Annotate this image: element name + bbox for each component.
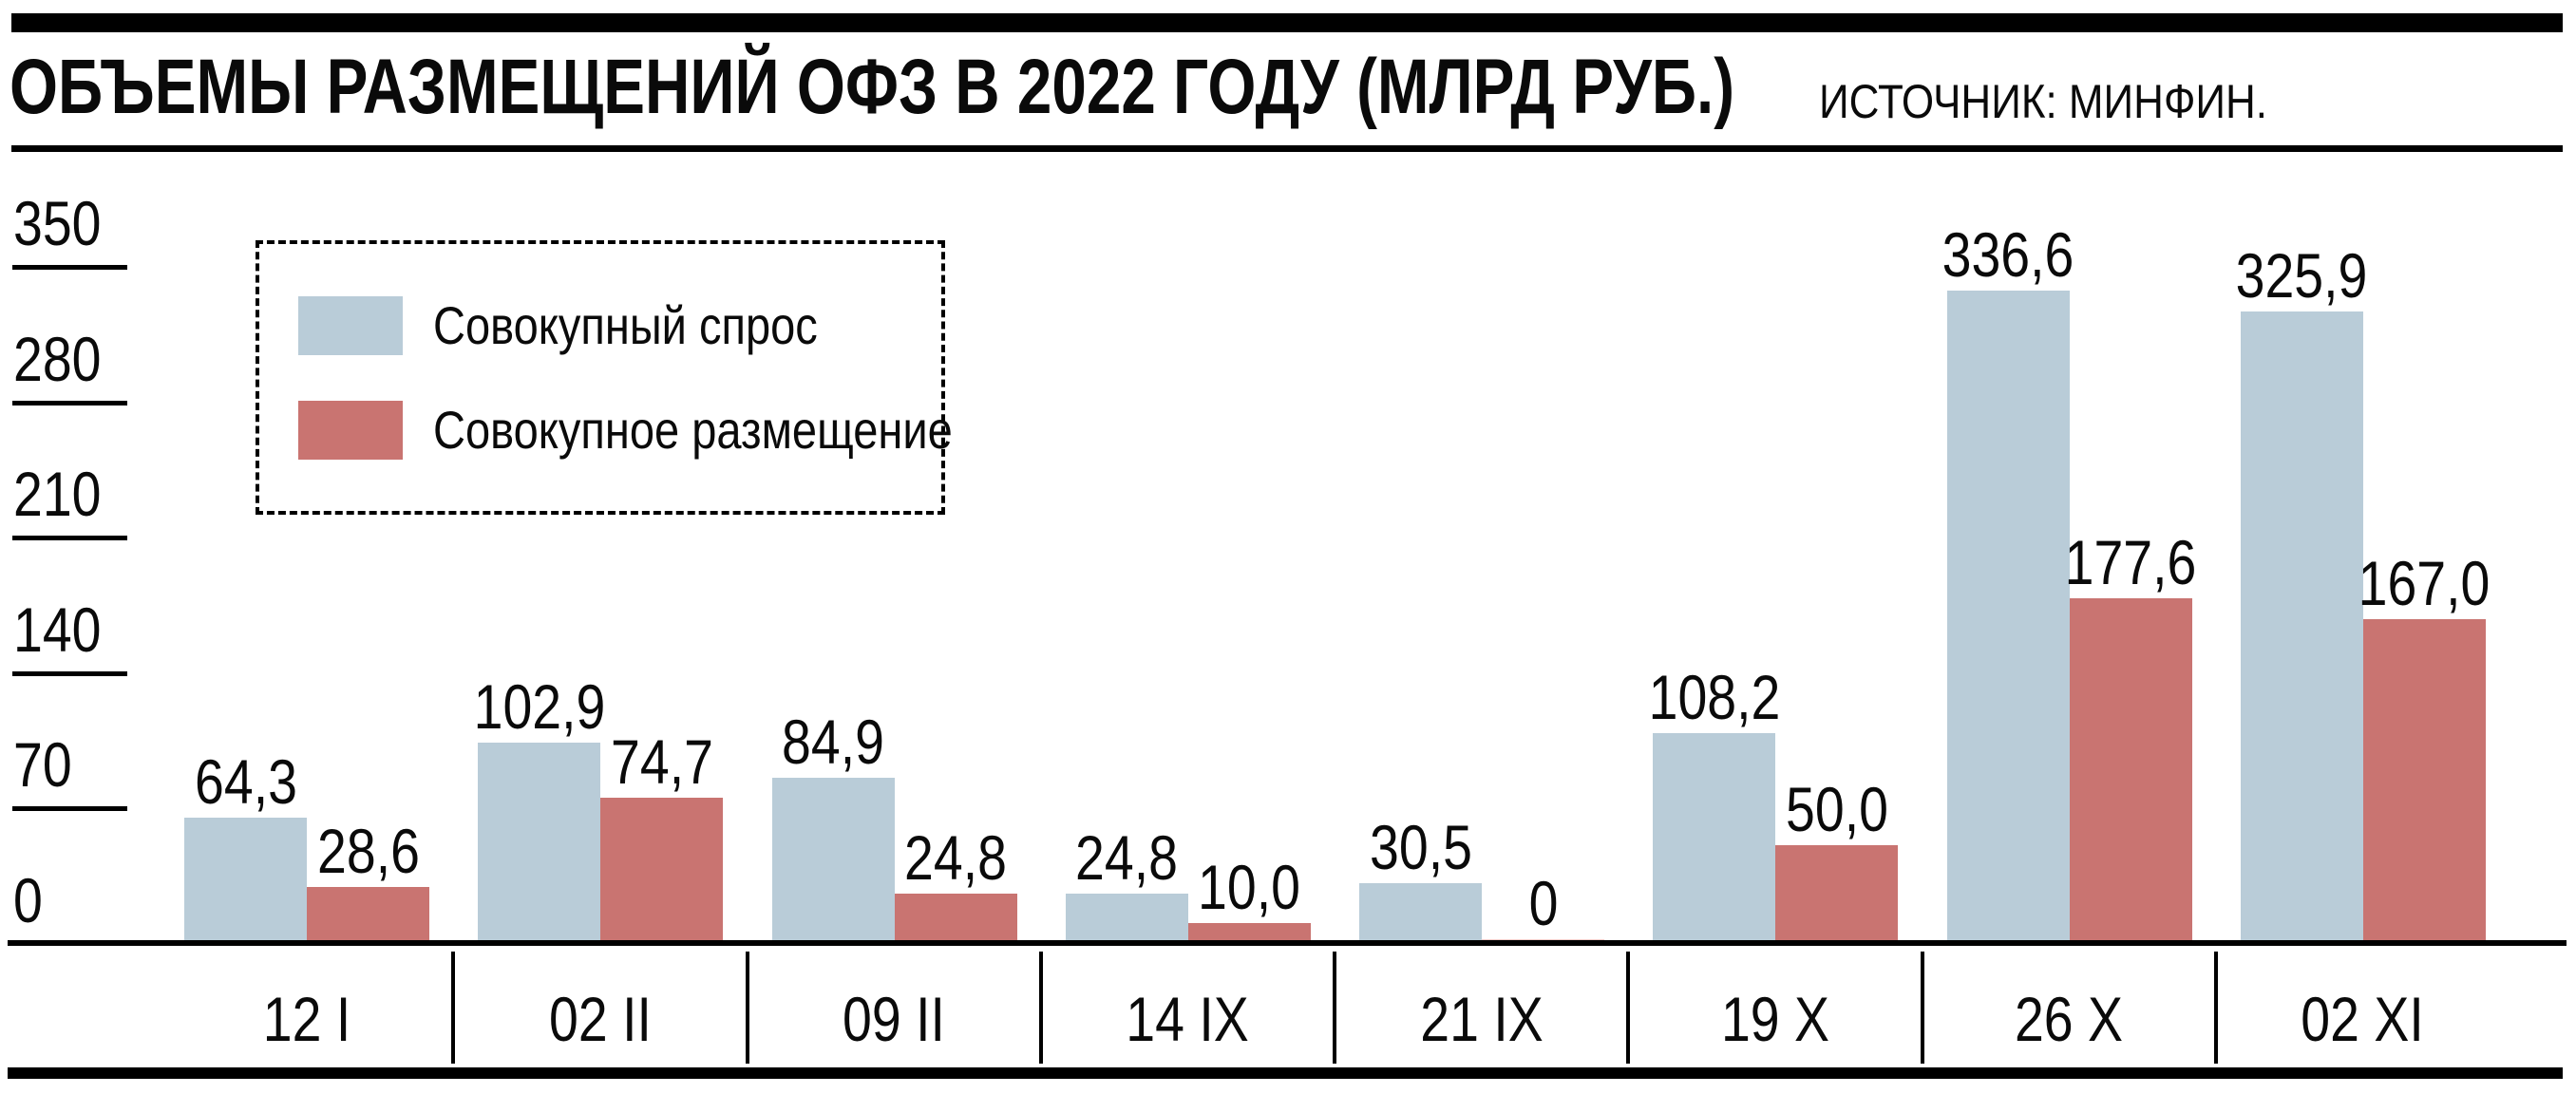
bar-placement — [600, 798, 724, 942]
bar-value-label: 336,6 — [1941, 219, 2074, 290]
y-tick-label: 210 — [13, 459, 102, 530]
y-tick-mark — [12, 265, 127, 270]
y-tick-label: 140 — [13, 594, 102, 665]
x-axis-label: 02 II — [548, 984, 652, 1054]
x-axis-label: 09 II — [843, 984, 946, 1054]
y-tick-label: 350 — [13, 188, 102, 258]
bar-placement — [2362, 619, 2486, 942]
y-tick-label: 0 — [13, 865, 43, 935]
bar-value-label: 10,0 — [1198, 852, 1301, 922]
column-separator — [1333, 952, 1336, 1064]
bar-value-label: 325,9 — [2235, 240, 2368, 311]
title-divider-line — [11, 145, 2563, 152]
x-axis-label: 26 X — [2015, 984, 2124, 1054]
legend-swatch-placement — [298, 400, 403, 460]
bar-value-label: 167,0 — [2358, 548, 2491, 618]
legend-box: Совокупный спрос Совокупное размещение — [256, 240, 953, 515]
x-axis-label: 14 IX — [1126, 984, 1250, 1054]
y-tick-label: 70 — [13, 729, 72, 801]
x-axis-baseline — [8, 940, 2567, 946]
legend-label-demand: Совокупный спрос — [433, 294, 818, 355]
bar-demand — [1065, 894, 1188, 942]
bar-demand — [2240, 311, 2363, 942]
y-tick-mark — [12, 536, 127, 541]
column-separator — [745, 952, 749, 1064]
bar-demand — [478, 743, 601, 942]
bar-value-label: 24,8 — [904, 822, 1007, 893]
column-separator — [1920, 952, 1924, 1064]
bar-demand — [1946, 291, 2070, 942]
column-separator — [1038, 952, 1043, 1064]
bar-value-label: 30,5 — [1369, 812, 1472, 882]
source-caption: ИСТОЧНИК: МИНФИН. — [1819, 75, 2268, 128]
bar-placement — [1187, 923, 1311, 942]
legend-item-demand: Совокупный спрос — [298, 294, 941, 355]
column-separator — [2213, 952, 2218, 1064]
bar-value-label: 50,0 — [1785, 774, 1888, 844]
bar-value-label: 108,2 — [1648, 662, 1781, 732]
y-tick-label: 280 — [13, 323, 102, 394]
bar-placement — [894, 894, 1017, 942]
legend-label-placement: Совокупное размещение — [433, 399, 953, 460]
bar-placement — [1775, 845, 1899, 942]
chart-title: ОБЪЕМЫ РАЗМЕЩЕНИЙ ОФЗ В 2022 ГОДУ (МЛРД … — [9, 44, 1735, 130]
bar-placement — [307, 887, 429, 942]
x-axis-label: 02 XI — [2301, 984, 2425, 1054]
bar-demand — [1653, 733, 1776, 942]
y-tick-mark — [12, 670, 127, 676]
bar-demand — [1359, 883, 1482, 942]
column-separator — [1626, 952, 1631, 1064]
x-axis-label: 21 IX — [1419, 984, 1544, 1054]
bar-value-label: 24,8 — [1075, 822, 1179, 893]
y-tick-mark — [12, 806, 127, 812]
bottom-border-line — [8, 1067, 2563, 1079]
bar-value-label: 74,7 — [610, 726, 713, 797]
bar-value-label: 0 — [1528, 868, 1558, 938]
x-axis-label: 19 X — [1720, 984, 1829, 1054]
column-separator — [451, 952, 456, 1064]
legend-swatch-demand — [298, 295, 403, 355]
top-black-bar — [11, 13, 2563, 32]
y-tick-mark — [12, 400, 127, 406]
bar-value-label: 102,9 — [473, 671, 606, 742]
x-axis-label: 12 I — [262, 984, 350, 1054]
legend-item-placement: Совокупное размещение — [298, 400, 953, 460]
bar-value-label: 28,6 — [316, 816, 420, 886]
bar-placement — [2069, 598, 2192, 942]
bar-demand — [184, 818, 307, 942]
bar-demand — [771, 778, 895, 942]
bar-value-label: 177,6 — [2064, 527, 2197, 597]
bar-value-label: 64,3 — [194, 746, 297, 817]
bar-value-label: 84,9 — [782, 707, 884, 777]
